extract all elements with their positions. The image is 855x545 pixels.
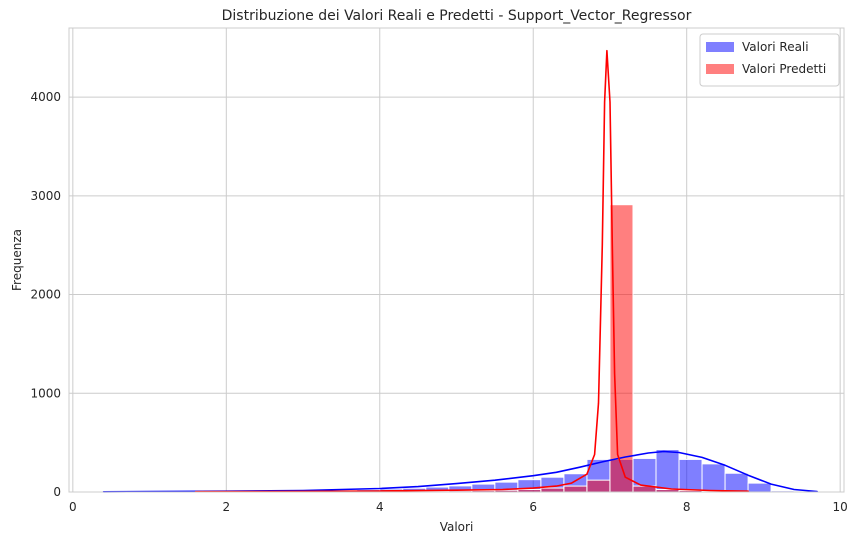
legend-swatch-valori-predetti — [706, 64, 734, 74]
kde-layer — [102, 49, 818, 493]
x-tick-label: 10 — [833, 500, 848, 514]
plot-area-background — [69, 28, 844, 492]
legend-frame — [699, 33, 840, 87]
y-axis-label: Frequenza — [10, 229, 24, 291]
histogram-bar-valori-reali — [655, 449, 680, 493]
histogram-bar-valori-reali — [724, 472, 749, 493]
x-tick-label: 0 — [69, 500, 77, 514]
histogram-bar-valori-predetti — [586, 479, 611, 493]
histogram-bar-valori-predetti — [540, 487, 565, 493]
x-tick-label: 8 — [683, 500, 691, 514]
plot-area-border — [68, 27, 845, 493]
tick-labels-layer: 0 2 4 6 8 10 0 1000 2000 3000 4000 — [30, 90, 847, 514]
histogram-bar-valori-predetti — [563, 485, 588, 493]
chart-title: Distribuzione dei Valori Reali e Predett… — [222, 8, 692, 24]
x-tick-label: 4 — [376, 500, 384, 514]
y-tick-label: 3000 — [30, 189, 61, 203]
y-tick-label: 4000 — [30, 90, 61, 104]
histogram-bar-valori-reali — [678, 458, 703, 493]
x-tick-label: 6 — [529, 500, 537, 514]
histogram-bar-valori-reali — [701, 463, 726, 493]
y-tick-label: 1000 — [30, 386, 61, 400]
legend-label-valori-reali: Valori Reali — [742, 40, 809, 54]
y-tick-label: 2000 — [30, 288, 61, 302]
legend-label-valori-predetti: Valori Predetti — [742, 62, 826, 76]
histogram-bar-valori-reali — [747, 482, 772, 493]
legend: Valori Reali Valori Predetti — [699, 33, 840, 87]
kde-line-valori-predetti — [194, 49, 749, 493]
x-tick-label: 2 — [222, 500, 230, 514]
y-tick-label: 0 — [53, 485, 61, 499]
x-axis-label: Valori — [440, 520, 474, 534]
legend-swatch-valori-reali — [706, 42, 734, 52]
